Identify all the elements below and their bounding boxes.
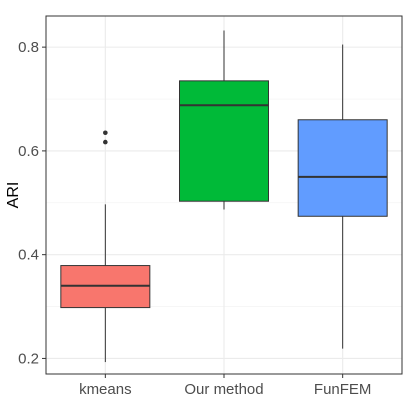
axes: 0.2 0.4 0.6 0.8 kmeans Our method FunFEM xyxy=(18,39,371,398)
iqr-box xyxy=(297,119,388,217)
x-tick-label: kmeans xyxy=(79,381,132,398)
y-tick-label: 0.8 xyxy=(18,39,39,56)
y-tick-label: 0.2 xyxy=(18,350,39,367)
x-tick-label: FunFEM xyxy=(314,381,372,398)
outlier-point xyxy=(103,130,108,136)
iqr-box xyxy=(179,80,269,202)
box-funfem xyxy=(297,44,388,349)
y-axis-title: ARI xyxy=(5,182,22,209)
outlier-point xyxy=(103,139,108,145)
box-our-method xyxy=(179,30,269,210)
y-tick-label: 0.4 xyxy=(18,247,39,264)
y-tick-label: 0.6 xyxy=(18,143,39,160)
x-tick-label: Our method xyxy=(184,381,263,398)
box-kmeans xyxy=(60,130,151,363)
boxes xyxy=(60,30,388,363)
